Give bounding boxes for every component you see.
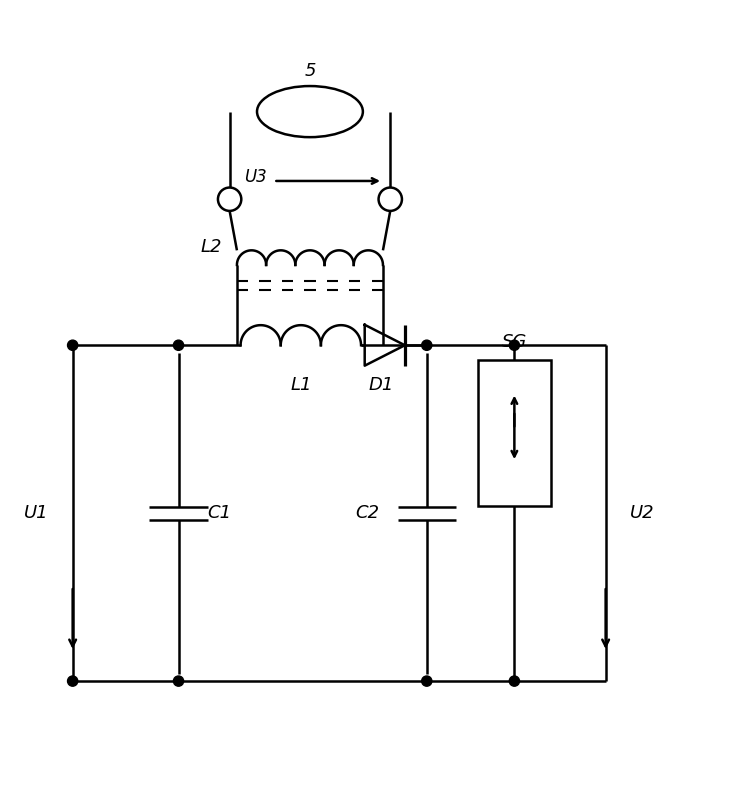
Circle shape <box>422 340 432 350</box>
Circle shape <box>218 187 241 211</box>
Circle shape <box>509 340 519 350</box>
Circle shape <box>509 676 519 686</box>
Text: 5: 5 <box>304 62 315 81</box>
Text: U1: U1 <box>24 504 48 522</box>
Circle shape <box>173 340 184 350</box>
Circle shape <box>422 676 432 686</box>
Text: L2: L2 <box>201 238 222 256</box>
Text: U3: U3 <box>244 168 267 186</box>
Text: U2: U2 <box>630 504 655 522</box>
Circle shape <box>379 187 402 211</box>
Ellipse shape <box>257 86 363 137</box>
Circle shape <box>173 676 184 686</box>
Circle shape <box>68 676 78 686</box>
Text: SG: SG <box>501 333 527 350</box>
Text: L1: L1 <box>290 376 312 394</box>
Text: D1: D1 <box>368 376 394 394</box>
Text: C1: C1 <box>208 504 232 522</box>
Text: C2: C2 <box>355 504 379 522</box>
Circle shape <box>68 340 78 350</box>
Bar <box>478 360 551 506</box>
